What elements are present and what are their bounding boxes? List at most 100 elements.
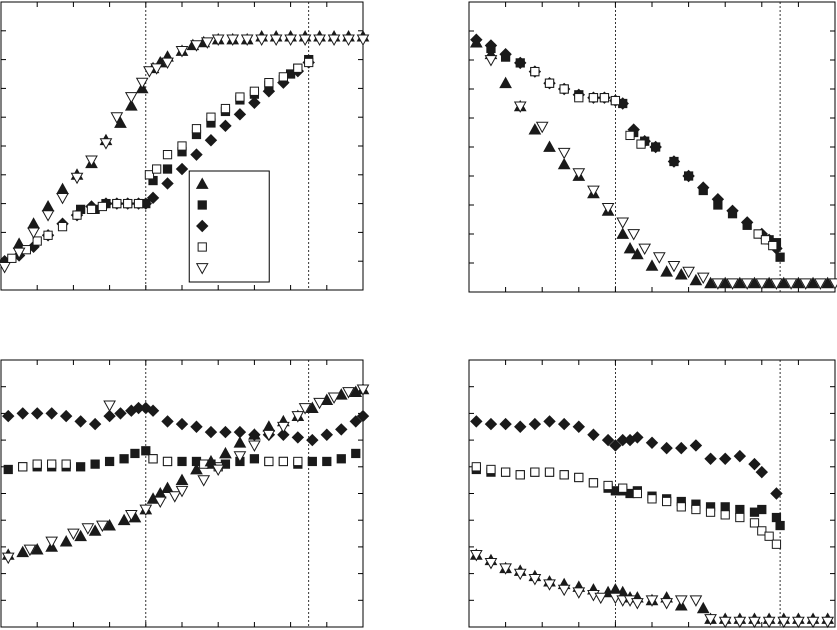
data-point (662, 496, 672, 507)
data-point (161, 481, 174, 494)
data-point (530, 66, 540, 77)
data-point (56, 182, 69, 195)
data-point (175, 162, 189, 176)
data-point (623, 241, 637, 254)
data-point (675, 441, 688, 455)
data-point (349, 415, 362, 428)
data-point (682, 266, 695, 279)
data-point (704, 614, 717, 626)
data-point (588, 478, 599, 488)
data-point (152, 164, 162, 174)
data-point (291, 411, 305, 423)
data-point (110, 112, 124, 124)
data-point (18, 462, 28, 472)
data-point (631, 247, 644, 260)
data-point (484, 417, 498, 431)
data-point (757, 504, 767, 515)
data-point (528, 574, 542, 586)
data-point (821, 276, 835, 289)
data-point (219, 425, 232, 439)
data-point (67, 528, 80, 541)
data-point (557, 157, 571, 170)
data-point (146, 191, 160, 205)
data-point (277, 428, 290, 441)
data-point (327, 392, 341, 404)
data-point (16, 407, 29, 420)
data-point (513, 568, 527, 581)
data-point (771, 512, 782, 523)
data-point (161, 57, 174, 70)
data-point (645, 595, 659, 607)
data-point (356, 34, 370, 46)
data-point (2, 409, 15, 423)
data-point (220, 103, 231, 114)
data-point (557, 584, 571, 597)
data-point (631, 598, 644, 610)
data-point (74, 529, 87, 542)
data-point (762, 276, 776, 289)
data-point (625, 130, 635, 141)
data-point (342, 34, 355, 46)
data-point (278, 456, 288, 467)
data-point (689, 595, 703, 607)
data-point (342, 387, 355, 399)
data-point (144, 170, 155, 180)
data-point (594, 592, 608, 605)
data-point (191, 124, 202, 134)
data-point (103, 519, 116, 531)
data-point (616, 227, 630, 239)
legend-marker (197, 200, 207, 210)
data-point (720, 510, 730, 520)
data-point (269, 34, 283, 46)
data-point (636, 139, 646, 149)
data-point (616, 217, 630, 229)
data-point (356, 409, 370, 423)
data-point (718, 452, 732, 465)
data-point (204, 454, 218, 467)
data-point (233, 451, 247, 463)
data-point (601, 203, 615, 215)
data-point (32, 459, 42, 469)
data-point (103, 409, 116, 423)
data-point (733, 276, 747, 289)
data-point (161, 177, 174, 190)
data-point (293, 456, 303, 467)
data-point (284, 34, 297, 46)
data-point (43, 230, 53, 240)
data-point (264, 456, 274, 467)
data-point (696, 272, 710, 285)
data-point (200, 37, 214, 49)
data-point (114, 407, 127, 420)
data-point (248, 96, 261, 110)
data-point (543, 140, 556, 152)
data-point (618, 483, 628, 493)
data-point (557, 147, 571, 160)
data-point (748, 276, 761, 289)
data-point (638, 243, 652, 256)
data-point (307, 456, 317, 467)
data-point (148, 454, 158, 464)
data-point (609, 439, 622, 452)
data-point (133, 198, 144, 209)
data-point (742, 220, 752, 230)
data-point (41, 199, 55, 212)
data-point (574, 93, 584, 103)
data-point (124, 99, 138, 111)
data-point (777, 616, 791, 629)
data-point (599, 93, 610, 103)
data-point (544, 78, 555, 88)
data-point (335, 423, 348, 436)
data-point (733, 616, 747, 629)
data-point (211, 464, 225, 476)
data-point (749, 518, 760, 528)
data-point (587, 185, 600, 198)
data-point (233, 108, 247, 121)
data-point (190, 420, 203, 433)
data-point (150, 63, 164, 75)
data-point (770, 487, 783, 500)
data-point (652, 252, 666, 264)
data-point (799, 278, 813, 290)
data-point (696, 601, 710, 614)
data-point (718, 616, 732, 629)
data-point (669, 156, 679, 167)
